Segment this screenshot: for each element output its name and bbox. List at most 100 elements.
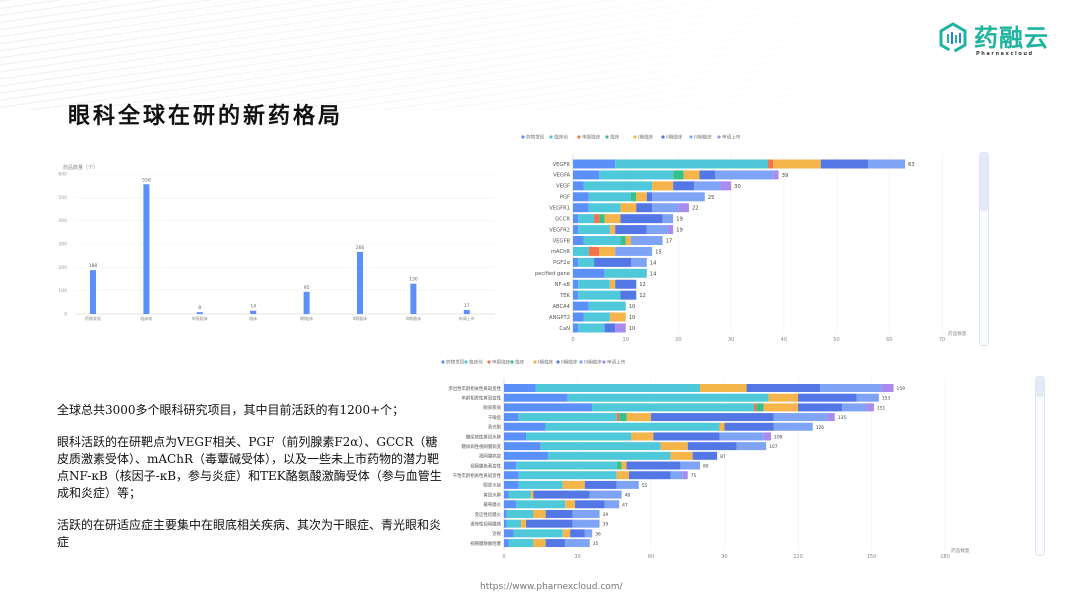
bar (90, 270, 96, 314)
legend-marker (556, 360, 560, 364)
bar-segment (609, 225, 616, 235)
bar-segment (746, 384, 821, 392)
y-tick-label: 500 (58, 195, 67, 201)
category-label: 眼部疾病 (483, 404, 501, 411)
category-label: VEGFR (553, 162, 571, 168)
data-label: 266 (356, 245, 365, 251)
bar-segment (526, 432, 632, 441)
bar-segment (628, 471, 671, 480)
bar-segment (567, 393, 769, 402)
total-label: 75 (691, 473, 697, 479)
bar-segment (573, 290, 579, 300)
indication-chart-scrollbar[interactable] (1035, 376, 1045, 556)
bar-segment (660, 442, 688, 451)
total-label: 12 (639, 282, 646, 288)
total-label: 48 (625, 493, 631, 499)
bar-segment (768, 393, 798, 402)
bar-segment (573, 279, 579, 289)
bar-segment (578, 323, 605, 333)
category-label: 视网膜色素变性 (470, 462, 501, 469)
bar (143, 184, 150, 314)
bar-segment (626, 413, 651, 422)
x-axis-title: 药品数量 (948, 330, 967, 337)
bar-segment (573, 268, 605, 278)
bar-segment (719, 422, 725, 431)
x-tick-label: 0 (502, 554, 505, 560)
bar-segment (670, 471, 683, 480)
bar (463, 310, 470, 314)
category-label: TEK (559, 293, 570, 299)
y-tick-label: 0 (64, 312, 67, 318)
bar-segment (504, 442, 541, 451)
legend-label: 临床前 (554, 134, 568, 141)
bar-segment (636, 192, 647, 202)
total-label: 109 (774, 434, 783, 440)
x-tick-label: II期临床 (353, 315, 367, 321)
bar (357, 251, 363, 314)
bar-segment (682, 471, 688, 480)
bar-segment (573, 170, 600, 180)
legend-marker (510, 360, 514, 364)
bar-segment (678, 203, 689, 213)
category-label: ANGPT2 (549, 315, 570, 321)
indication-stacked-bar-chart: 药物发现 临床前 申报临床 临床 I期临床 II期临床 III期临床 申请上市 0 30 60 90 1… (441, 359, 970, 560)
bar-segment (616, 471, 629, 480)
total-label: 39 (603, 512, 609, 518)
total-label: 36 (595, 531, 601, 537)
bar-segment (504, 393, 568, 402)
total-label: 35 (593, 541, 599, 547)
legend-label: III期临床 (694, 134, 712, 141)
bar-segment (516, 461, 617, 470)
bar-segment (798, 393, 857, 402)
category-label: 变应性结膜炎 (475, 511, 502, 518)
bar-segment (573, 181, 584, 191)
logo: 药融云 Pharnexcloud (938, 22, 1049, 57)
category-label: VEGFA (553, 173, 570, 179)
bar-segment (583, 181, 653, 191)
footer-url[interactable]: https://www.pharnexcloud.com/ (480, 582, 623, 592)
y-tick-label: 200 (58, 265, 67, 271)
bar-segment (594, 214, 600, 224)
bar-segment (667, 225, 674, 235)
legend-label: 药物发现 (446, 359, 465, 366)
summary-paragraph-1: 全球总共3000多个眼科研究项目，其中目前活跃的有1200+个； (57, 403, 405, 417)
bar-segment (533, 490, 590, 499)
bar-segment (616, 480, 639, 489)
bar-segment (504, 519, 507, 528)
bar-segment (508, 539, 534, 548)
data-label: 130 (409, 277, 418, 283)
legend-label: 临床 (610, 134, 620, 141)
category-label: 渗出性年龄相关性黄斑变性 (448, 385, 501, 392)
summary-paragraph-2: 眼科活跃的在研靶点为VEGF相关、PGF（前列腺素F2α）、GCCR（糖皮质激素… (57, 435, 442, 500)
category-label: 遗传性视网膜病 (470, 520, 501, 527)
y-tick-label: 400 (58, 218, 67, 224)
x-tick-label: 60 (886, 337, 892, 343)
bar-segment (615, 159, 769, 169)
x-tick-label: 40 (781, 337, 787, 343)
bar-segment (573, 214, 579, 224)
category-label: ABCA4 (553, 304, 571, 310)
bar-segment (881, 384, 894, 392)
category-label: GCCR (555, 216, 570, 222)
bar-segment (662, 214, 674, 224)
bar-segment (868, 159, 906, 169)
background-pattern (0, 0, 1080, 110)
bar-segment (578, 279, 610, 289)
bar (410, 283, 417, 314)
total-label: 19 (676, 217, 683, 223)
legend-label: 申请上市 (607, 359, 626, 366)
legend-label: 临床前 (469, 359, 483, 366)
bar-segment (866, 403, 874, 412)
target-chart-scrollbar[interactable] (979, 152, 989, 346)
bar-segment (763, 432, 772, 441)
bar-segment (504, 480, 519, 489)
bar-segment (592, 403, 754, 412)
bar-segment (575, 500, 605, 509)
x-tick-label: 180 (940, 554, 950, 560)
total-label: 80 (703, 464, 709, 470)
bar-segment (856, 393, 879, 402)
total-label: 55 (642, 483, 648, 489)
total-label: 14 (650, 260, 657, 266)
bar-segment (609, 312, 626, 322)
bar-segment (573, 236, 584, 246)
